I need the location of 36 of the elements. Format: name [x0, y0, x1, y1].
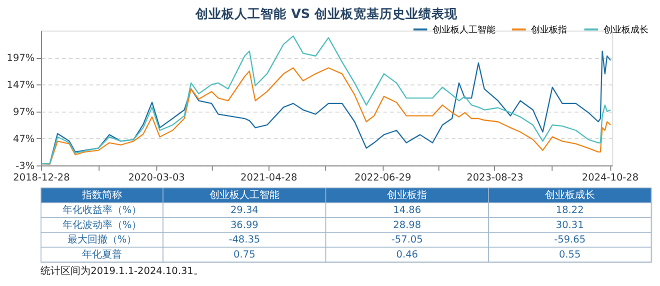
y-tick-label: 47%	[12, 134, 35, 145]
text: -48.35	[228, 234, 260, 246]
x-tick-label: 2022-06-29	[354, 172, 412, 184]
x-tick-label: 2023-08-23	[466, 172, 524, 184]
text: 0.46	[396, 250, 418, 261]
x-tick-label: 2020-03-03	[128, 172, 185, 184]
y-tick-label: 197%	[6, 53, 35, 64]
y-tick-label: -3%	[16, 160, 35, 172]
text: 30.31	[556, 220, 584, 231]
category-label: 指数简称	[81, 189, 122, 202]
text: 28.98	[393, 220, 422, 231]
text: 36.99	[230, 220, 258, 231]
text: -59.65	[554, 234, 586, 246]
legend-label: 创业板成长	[603, 24, 648, 36]
y-tick-label: 97%	[12, 106, 35, 118]
text: 18.22	[556, 205, 584, 216]
text: 0.75	[234, 250, 256, 261]
text: 0.55	[558, 250, 581, 261]
legend-label: 创业板人工智能	[432, 24, 496, 36]
text: 14.86	[393, 205, 422, 216]
category-label: 年化夏普	[82, 250, 122, 261]
category-label: 创业板指	[387, 189, 428, 202]
legend-label: 创业板指	[531, 24, 568, 36]
x-tick-label: 2018-12-28	[13, 172, 70, 184]
category-label: 年化收益率（%）	[62, 205, 142, 216]
x-tick-label: 2024-10-28	[582, 172, 639, 184]
category-label: 最大回撤（%）	[67, 234, 137, 246]
text: 统计区间为2019.1.1-2024.10.31。	[40, 265, 204, 278]
category-label: 年化波动率（%）	[62, 220, 142, 231]
text: -57.05	[391, 234, 423, 246]
y-tick-label: 147%	[6, 80, 35, 91]
chart-title: 创业板人工智能 VS 创业板宽基历史业绩表现	[194, 6, 458, 21]
category-label: 创业板人工智能	[209, 189, 280, 202]
x-tick-label: 2021-04-28	[240, 172, 298, 184]
category-label: 创业板成长	[544, 189, 595, 202]
text: 29.34	[230, 205, 258, 216]
